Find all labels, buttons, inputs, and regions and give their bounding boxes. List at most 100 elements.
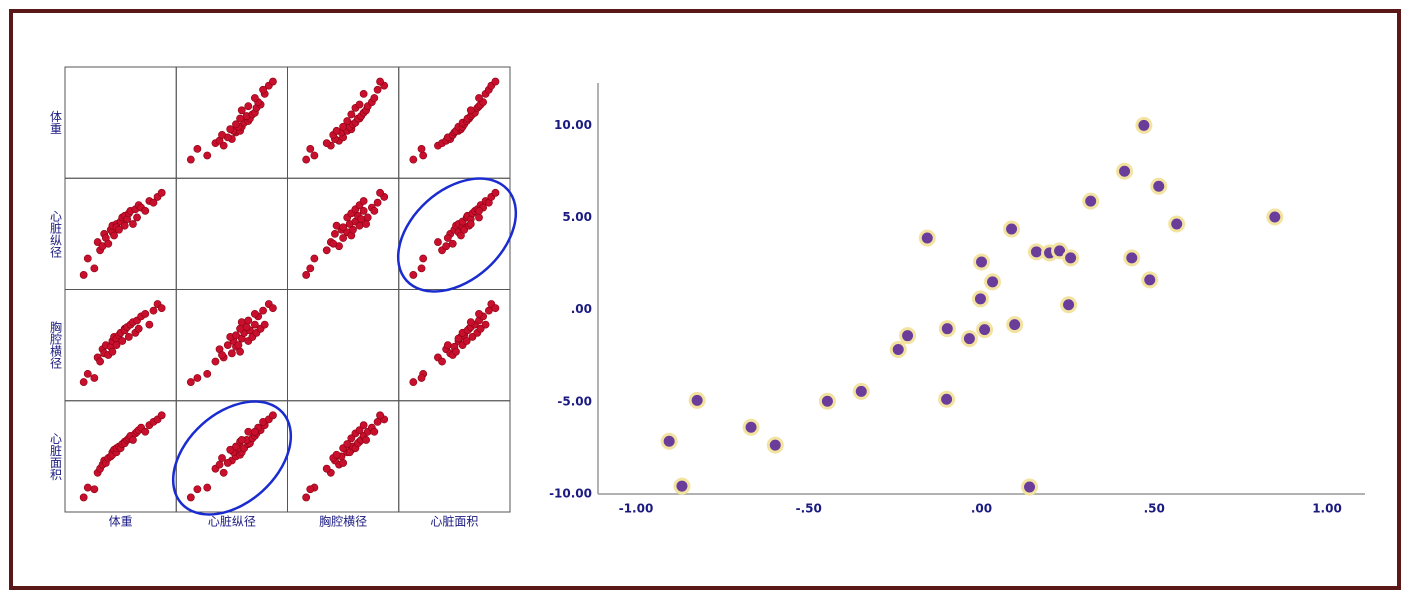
point (359, 197, 368, 205)
point (475, 206, 483, 215)
point (232, 331, 240, 340)
point (310, 254, 319, 263)
point (223, 341, 232, 350)
point (409, 378, 418, 386)
point (250, 310, 259, 318)
point (1135, 116, 1153, 134)
point (322, 464, 331, 473)
point (269, 411, 277, 420)
point (118, 337, 127, 345)
x-tick-label: -.50 (796, 502, 822, 516)
point (818, 392, 836, 410)
point (332, 221, 341, 230)
point (250, 320, 259, 329)
point (688, 391, 706, 409)
point (491, 77, 500, 86)
point (491, 304, 500, 313)
point (329, 239, 338, 248)
point (186, 155, 195, 164)
point (376, 77, 384, 86)
point (227, 349, 236, 358)
point (475, 310, 483, 318)
scatter-plot: -10.00 -5.00 .00 5.00 10.00 -1.00 -.50 .00 .50 1.… (549, 83, 1365, 516)
point (250, 427, 259, 436)
y-label: 胸腔横径 (49, 320, 63, 369)
point (331, 229, 339, 238)
point (1266, 208, 1284, 226)
point (349, 225, 357, 234)
point (149, 198, 158, 207)
x-tick-label: -1.00 (619, 502, 654, 516)
x-label: 胸腔横径 (319, 514, 367, 529)
point (462, 337, 471, 345)
point (302, 493, 311, 502)
point (1150, 177, 1168, 195)
point (417, 264, 426, 273)
point (673, 477, 691, 495)
point (306, 264, 315, 273)
point (442, 242, 451, 251)
point (448, 239, 457, 248)
point (362, 436, 371, 444)
point (1003, 220, 1021, 238)
y-tick-label: 10.00 (554, 118, 592, 132)
point (409, 155, 418, 164)
point (215, 460, 224, 469)
point (370, 94, 379, 102)
point (141, 206, 150, 215)
point (269, 77, 277, 86)
point (79, 378, 88, 386)
y-tick-label: .00 (571, 302, 592, 316)
y-tick-label: 5.00 (562, 210, 592, 224)
highlight-ellipse (396, 177, 518, 293)
point (260, 320, 269, 329)
point (322, 246, 331, 255)
point (339, 122, 348, 131)
point (359, 89, 368, 98)
point (938, 390, 956, 408)
point (244, 316, 253, 325)
point (363, 213, 372, 222)
y-label: 心脏纵径 (49, 209, 63, 257)
point (226, 445, 235, 454)
point (237, 318, 246, 327)
point (186, 378, 195, 386)
point (104, 239, 113, 248)
point (83, 254, 92, 263)
point (971, 290, 989, 308)
point (332, 126, 341, 135)
point (124, 333, 133, 341)
point (373, 85, 382, 94)
point (376, 188, 384, 197)
point (976, 321, 994, 339)
point (466, 318, 475, 327)
point (157, 304, 166, 313)
point (193, 485, 202, 494)
point (141, 427, 150, 436)
point (466, 220, 475, 228)
point (302, 155, 311, 164)
x-tick-label: 1.00 (1312, 502, 1342, 516)
point (211, 357, 220, 366)
point (120, 221, 129, 230)
point (306, 145, 315, 153)
point (141, 310, 150, 318)
point (475, 94, 483, 102)
point (373, 198, 382, 207)
point (355, 221, 364, 230)
point (157, 411, 166, 420)
point (322, 139, 331, 148)
x-label: 体重 (109, 515, 133, 529)
point (259, 306, 267, 315)
point (1006, 316, 1024, 334)
point (223, 459, 232, 467)
x-label: 心脏纵径 (208, 514, 256, 529)
point (115, 225, 123, 234)
point (244, 102, 253, 111)
point (417, 145, 426, 153)
point (236, 114, 244, 123)
point (359, 421, 368, 430)
point (339, 459, 348, 467)
point (232, 120, 240, 129)
